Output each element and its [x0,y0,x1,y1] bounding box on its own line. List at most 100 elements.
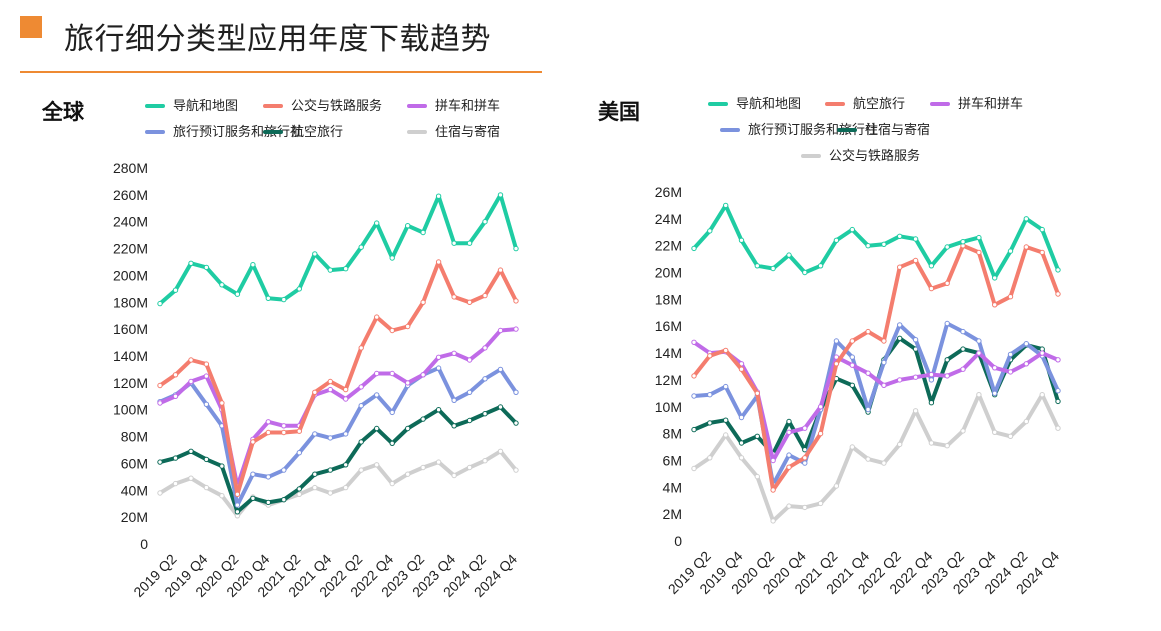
data-point [265,474,271,480]
data-point [786,452,792,458]
data-point [960,328,966,335]
data-point [944,357,950,363]
data-point [374,392,380,398]
data-point [203,361,210,367]
data-point [420,464,426,471]
data-point [343,484,349,491]
data-point [691,373,697,379]
data-point [188,448,194,454]
legend-item: 导航和地图 [708,96,801,112]
data-point [1055,291,1061,297]
data-point [960,366,966,372]
legend-item: 导航和地图 [145,98,238,114]
data-point [802,460,808,466]
data-point [343,396,349,402]
data-point [281,429,287,436]
data-point [912,257,919,264]
legend-item: 公交与铁路服务 [263,98,382,114]
data-point [172,480,179,487]
legend-label: 拼车和拼车 [958,96,1024,111]
y-tick-label: 0 [674,533,682,549]
data-point [786,503,792,509]
legend-item: 航空旅行 [263,124,343,140]
data-point [497,404,504,410]
data-point [219,400,225,406]
data-point [250,495,256,501]
legend-swatch [145,129,165,134]
legend-item: 住宿与寄宿 [407,124,500,140]
data-point [849,382,855,388]
data-point [992,429,998,435]
data-point [513,389,519,395]
data-point [912,236,919,242]
y-tick-label: 240M [113,214,148,230]
data-point [786,429,792,435]
legend-swatch [837,127,857,132]
y-tick-label: 6M [663,452,682,468]
legend-swatch [263,103,283,108]
legend-label: 航空旅行 [291,124,344,139]
data-point [1023,244,1030,250]
y-tick-label: 2M [663,506,682,522]
data-point [691,426,697,433]
data-point [881,382,887,388]
data-point [466,389,473,395]
data-point [281,497,287,503]
data-point [435,459,442,465]
y-tick-label: 0 [140,536,148,552]
data-point [466,464,473,471]
data-point [157,382,163,389]
y-tick-label: 40M [121,482,148,498]
legend-label: 导航和地图 [173,98,239,113]
data-point [897,377,903,383]
data-point [420,229,426,236]
legend-swatch [708,101,728,106]
data-point [817,404,824,410]
data-point [691,393,697,399]
data-point [203,264,210,271]
data-point [466,299,473,305]
data-point [1023,418,1030,425]
data-point [497,327,504,334]
data-point [482,458,488,464]
data-point [513,467,519,473]
y-tick-label: 12M [655,372,682,388]
data-point [358,244,364,250]
series-line [158,327,518,489]
data-point [281,423,287,429]
data-point [327,378,333,385]
data-point [944,244,950,250]
data-point [296,428,302,434]
data-point [833,354,840,360]
legend-label: 旅行预订服务和旅行社 [748,122,879,137]
data-point [312,431,318,437]
data-point [833,483,840,489]
data-point [817,263,824,269]
data-point [219,493,225,499]
data-point [172,455,179,461]
legend-label: 公交与铁路服务 [291,98,383,113]
data-point [327,435,333,441]
data-point [312,484,318,491]
data-point [482,376,488,382]
data-point [435,354,442,360]
data-point [738,440,745,446]
legend-item: 拼车和拼车 [930,96,1023,112]
series-line [158,260,518,497]
data-point [389,480,395,487]
legend-swatch [407,129,427,134]
data-point [976,249,982,256]
data-point [1055,425,1061,431]
data-point [849,444,855,450]
legend-swatch [801,153,821,158]
data-point [723,383,729,390]
y-tick-label: 80M [121,429,148,445]
data-point [786,418,792,425]
data-point [343,431,349,437]
data-point [281,467,287,473]
y-tick-label: 18M [655,291,682,307]
data-point [865,456,871,462]
data-point [754,263,760,269]
